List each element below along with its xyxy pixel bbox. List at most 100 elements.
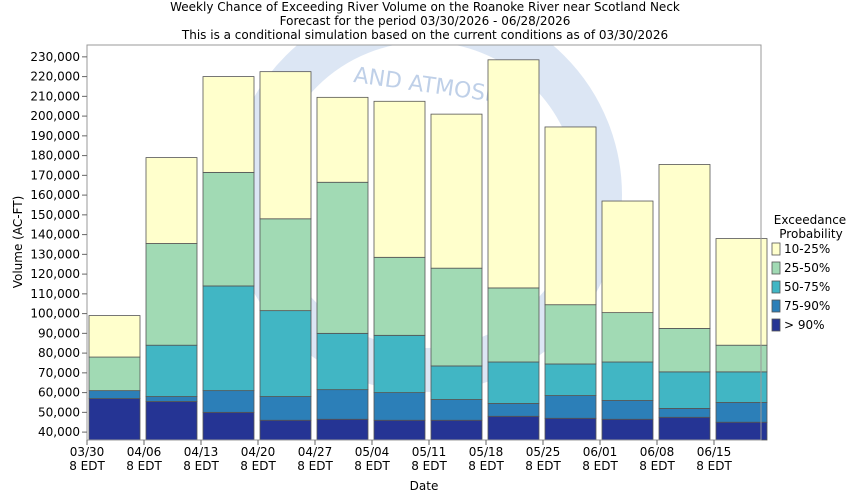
x-tick-label-zone: 8 EDT — [240, 459, 276, 473]
bar-segment — [202, 390, 255, 413]
bar-segment — [88, 390, 141, 399]
x-tick-label-date: 05/11 — [412, 445, 447, 459]
bar-segment — [145, 157, 198, 244]
y-tick-label: 220,000 — [30, 70, 80, 84]
bar-segment — [88, 398, 141, 441]
bar-segment — [487, 59, 540, 289]
bar-segment — [259, 218, 312, 312]
bar-segment — [544, 304, 597, 365]
bar-segment — [658, 371, 711, 409]
x-tick-label-zone: 8 EDT — [354, 459, 390, 473]
bar-segment — [259, 71, 312, 220]
y-tick-label: 60,000 — [38, 386, 80, 400]
y-tick-label: 130,000 — [30, 247, 80, 261]
y-tick-label: 90,000 — [38, 326, 80, 340]
bar-segment — [487, 361, 540, 404]
bar-segment — [601, 200, 654, 314]
y-tick-label: 140,000 — [30, 228, 80, 242]
x-tick-label-date: 05/18 — [469, 445, 504, 459]
bar-segment — [259, 419, 312, 441]
bar-segment — [601, 400, 654, 420]
y-axis: 40,000 50,000 60,000 70,000 80,000 90,000 100,… — [30, 50, 87, 439]
legend-swatch — [771, 261, 781, 275]
bar-segment — [202, 171, 255, 287]
y-tick-label: 230,000 — [30, 50, 80, 64]
bar-segment — [373, 256, 426, 336]
x-tick-label-date: 05/04 — [355, 445, 390, 459]
legend-swatch — [771, 280, 781, 294]
y-tick-label: 110,000 — [30, 287, 80, 301]
bar-segment — [658, 328, 711, 373]
x-tick-label-zone: 8 EDT — [183, 459, 219, 473]
y-tick-label: 100,000 — [30, 307, 80, 321]
bar-segment — [88, 356, 141, 392]
bar-segment — [373, 419, 426, 441]
y-tick-label: 80,000 — [38, 346, 80, 360]
x-tick-label-zone: 8 EDT — [69, 459, 105, 473]
bar-segment — [430, 365, 483, 400]
bar-segment — [658, 407, 711, 418]
y-tick-label: 150,000 — [30, 208, 80, 222]
x-axis-label: Date — [410, 479, 439, 493]
bar-segment — [544, 395, 597, 419]
y-tick-label: 50,000 — [38, 405, 80, 419]
x-tick-label-date: 06/01 — [583, 445, 618, 459]
bar-segment — [88, 315, 141, 358]
bar-segment — [601, 361, 654, 401]
y-tick-label: 40,000 — [38, 425, 80, 439]
x-tick-label-date: 04/20 — [241, 445, 276, 459]
bar-segment — [715, 421, 768, 441]
x-tick-label-date: 03/30 — [70, 445, 105, 459]
x-tick-label-date: 04/13 — [184, 445, 219, 459]
bar-series — [88, 59, 768, 441]
x-tick-label-zone: 8 EDT — [297, 459, 333, 473]
bar-segment — [487, 415, 540, 441]
chart-subtitle-simulation: This is a conditional simulation based o… — [181, 28, 669, 42]
bar-segment — [145, 396, 198, 402]
x-tick-label-zone: 8 EDT — [696, 459, 732, 473]
bar-segment — [544, 363, 597, 396]
legend-subtitle: Probability — [779, 227, 842, 241]
bar-segment — [544, 417, 597, 441]
bar-segment — [259, 310, 312, 397]
y-tick-label: 70,000 — [38, 366, 80, 380]
y-tick-label: 170,000 — [30, 168, 80, 182]
bar-segment — [487, 403, 540, 417]
x-tick-label-date: 04/06 — [127, 445, 162, 459]
x-tick-label-zone: 8 EDT — [525, 459, 561, 473]
legend-swatch — [771, 299, 781, 313]
bar-segment — [316, 418, 369, 441]
legend-label: 25-50% — [784, 261, 830, 275]
x-tick-label-zone: 8 EDT — [639, 459, 675, 473]
x-tick-label-date: 05/25 — [526, 445, 561, 459]
legend-label: 75-90% — [784, 299, 830, 313]
bar-segment — [316, 332, 369, 391]
x-tick-label-date: 06/15 — [697, 445, 732, 459]
legend-label: 50-75% — [784, 280, 830, 294]
y-axis-label: Volume (AC-FT) — [11, 196, 25, 289]
legend-swatch — [771, 242, 781, 256]
chart-subtitle-period: Forecast for the period 03/30/2026 - 06/… — [279, 14, 571, 28]
bar-segment — [544, 126, 597, 306]
bar-segment — [715, 402, 768, 423]
bar-segment — [145, 401, 198, 441]
y-tick-label: 120,000 — [30, 267, 80, 281]
bar-segment — [430, 419, 483, 441]
bar-segment — [715, 344, 768, 373]
x-tick-label-zone: 8 EDT — [468, 459, 504, 473]
y-tick-label: 200,000 — [30, 109, 80, 123]
legend-label: > 90% — [784, 318, 825, 332]
bar-segment — [202, 285, 255, 392]
y-tick-label: 210,000 — [30, 89, 80, 103]
y-tick-label: 160,000 — [30, 188, 80, 202]
bar-segment — [316, 96, 369, 183]
chart-title: Weekly Chance of Exceeding River Volume … — [170, 0, 680, 14]
bar-segment — [487, 287, 540, 363]
chart-titles: Weekly Chance of Exceeding River Volume … — [0, 0, 850, 42]
bar-segment — [715, 238, 768, 346]
x-tick-label-date: 04/27 — [298, 445, 333, 459]
bar-segment — [145, 344, 198, 397]
bar-segment — [430, 113, 483, 269]
